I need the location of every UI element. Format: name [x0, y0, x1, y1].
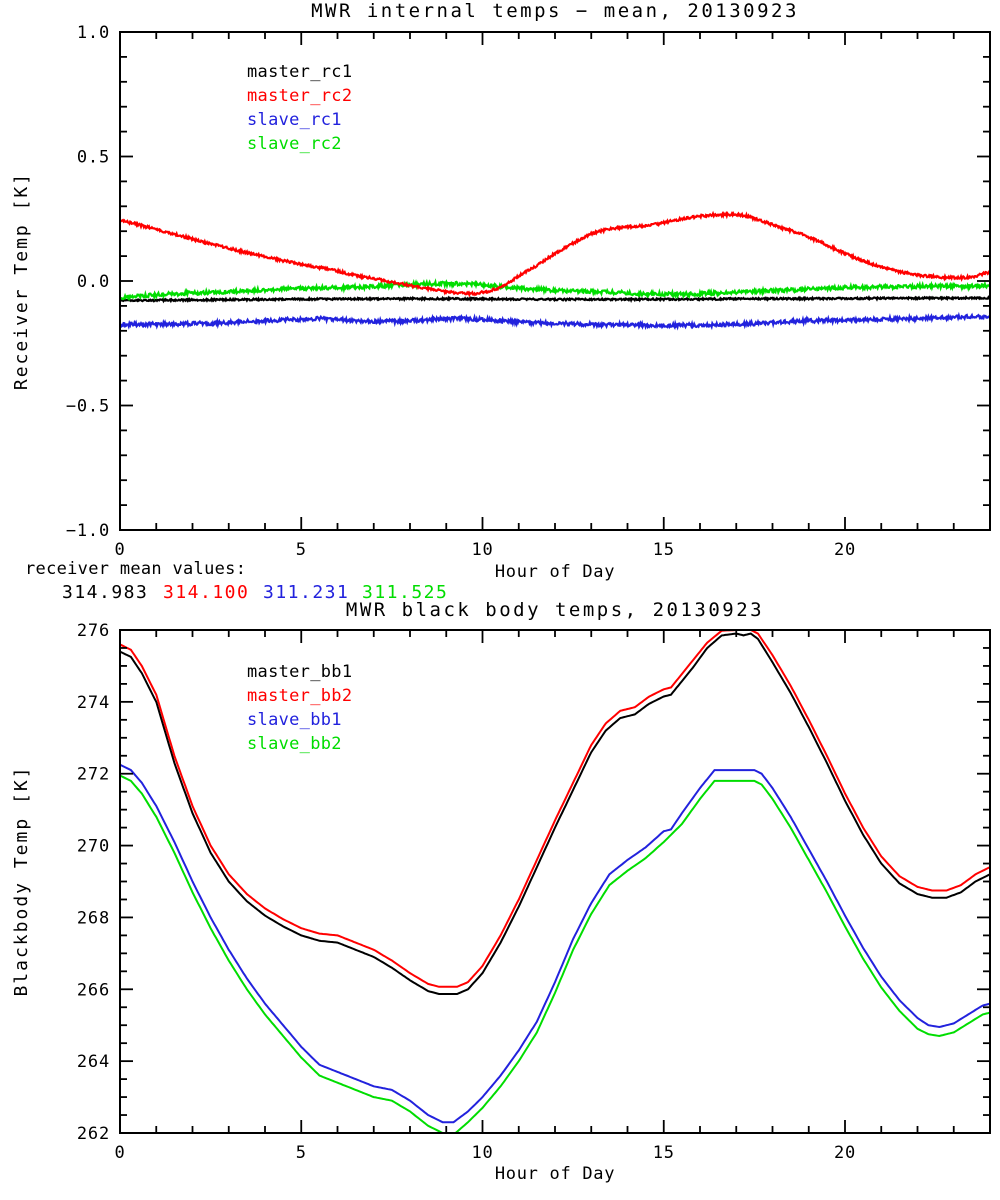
legend-item-slave-bb2: slave_bb2 [247, 734, 342, 754]
y-tick-label: 262 [77, 1124, 110, 1144]
x-tick-label: 0 [114, 540, 125, 560]
y-tick-label: −0.5 [66, 397, 110, 417]
mean-value-master-rc2: 314.100 [163, 582, 250, 603]
ticks-group [119, 31, 991, 531]
chart-panel-0: 0 5 10 15 20 1.0 0.5 0.0 −0.5 −1.0 [66, 23, 991, 560]
legend-item-master-bb2: master_bb2 [247, 686, 353, 706]
legend-item-master-rc1: master_rc1 [247, 62, 353, 82]
receiver-chart-title: MWR internal temps − mean, 20130923 [311, 0, 799, 22]
legend-item-slave-bb1: slave_bb1 [247, 710, 342, 730]
chart-panel-1: 0 5 10 15 20 276 274 272 270 268 266 264 262 [77, 621, 991, 1163]
x-tick-label: 15 [653, 540, 675, 560]
tick-labels: 0 5 10 15 20 1.0 0.5 0.0 −0.5 −1.0 [66, 23, 856, 560]
series-line-slave_bb1 [120, 763, 990, 1124]
y-tick-label: 270 [77, 837, 110, 857]
series-line-master_bb1 [120, 632, 990, 995]
mean-value-master-rc1: 314.983 [62, 582, 149, 603]
series-line-master_rc1 [120, 294, 990, 304]
mean-value-slave-rc1: 311.231 [263, 582, 350, 603]
series-group [120, 630, 990, 1133]
x-tick-label: 15 [653, 1143, 675, 1163]
blackbody-chart-title: MWR black body temps, 20130923 [345, 599, 765, 621]
legend-item-master-bb1: master_bb1 [247, 662, 353, 682]
x-tick-label: 20 [834, 540, 856, 560]
x-tick-label: 5 [296, 1143, 307, 1163]
receiver-x-axis-label: Hour of Day [494, 562, 616, 582]
y-tick-label: −1.0 [66, 521, 110, 541]
y-tick-label: 268 [77, 908, 110, 928]
y-tick-label: 1.0 [77, 23, 110, 43]
series-line-slave_rc2 [120, 278, 990, 302]
x-tick-label: 0 [114, 1143, 125, 1163]
y-tick-label: 272 [77, 765, 110, 785]
blackbody-y-axis-label: Blackbody Temp [K] [11, 765, 32, 997]
x-tick-label: 20 [834, 1143, 856, 1163]
y-tick-label: 0.0 [77, 272, 110, 292]
series-line-master_bb2 [120, 630, 990, 988]
series-group [120, 210, 990, 331]
y-tick-label: 274 [77, 693, 110, 713]
blackbody-x-axis-label: Hour of Day [494, 1164, 616, 1184]
y-tick-label: 276 [77, 621, 110, 641]
legend-item-slave-rc2: slave_rc2 [247, 134, 342, 154]
ticks-group [119, 629, 991, 1134]
receiver-means-caption: receiver mean values: [25, 559, 247, 579]
series-line-slave_rc1 [120, 311, 990, 331]
series-line-master_rc2 [120, 210, 990, 298]
receiver-y-axis-label: Receiver Temp [K] [11, 171, 32, 391]
y-tick-label: 264 [77, 1052, 110, 1072]
x-tick-label: 10 [471, 540, 493, 560]
legend-item-slave-rc1: slave_rc1 [247, 110, 342, 130]
mean-value-slave-rc2: 311.525 [362, 582, 449, 603]
legend-item-master-rc2: master_rc2 [247, 86, 353, 106]
axes-box [119, 31, 991, 531]
x-tick-label: 10 [471, 1143, 493, 1163]
series-line-slave_bb2 [120, 774, 990, 1133]
y-tick-label: 0.5 [77, 148, 110, 168]
tick-labels: 0 5 10 15 20 276 274 272 270 268 266 264 262 [77, 621, 856, 1163]
x-tick-label: 5 [296, 540, 307, 560]
y-tick-label: 266 [77, 980, 110, 1000]
